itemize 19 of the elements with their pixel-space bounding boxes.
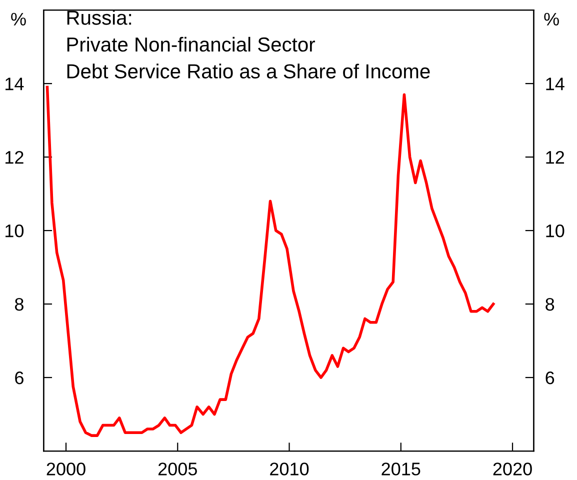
y-tick-label: 8 xyxy=(14,298,24,311)
x-tick-label: 2015 xyxy=(382,462,420,476)
x-tick-label: 2000 xyxy=(46,462,86,476)
x-tick-label: 2020 xyxy=(493,462,532,476)
y2-tick-label: 12 xyxy=(546,150,564,164)
y2-tick-label: 14 xyxy=(546,78,564,90)
y2-tick-label: 6 xyxy=(546,371,554,384)
text: Russia: Private Non-financial Sector Debt Service Ratio as a Share of Income xyxy=(67,10,430,78)
line-series xyxy=(46,86,495,437)
x-tick-label: 2005 xyxy=(158,462,197,476)
y2-axis-title: % xyxy=(544,12,559,26)
y-axis-title: % xyxy=(11,12,26,26)
y2-tick-label: 8 xyxy=(546,298,554,311)
y2-tick-label: 10 xyxy=(546,224,564,238)
x-tick-label: 2010 xyxy=(270,462,309,476)
y-tick-label: 10 xyxy=(6,224,24,238)
y-tick-label: 14 xyxy=(6,78,24,90)
y-tick-label: 12 xyxy=(6,150,24,164)
y-tick-label: 6 xyxy=(15,371,24,384)
